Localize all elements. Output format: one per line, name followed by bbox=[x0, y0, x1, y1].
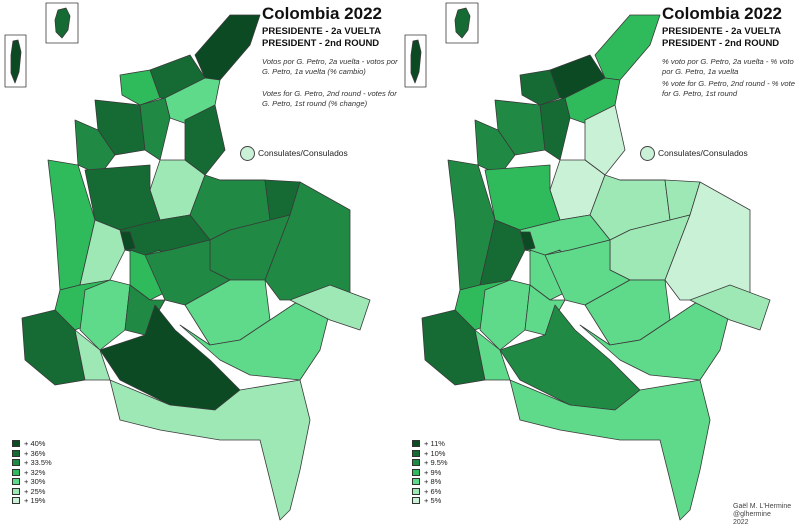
legend-item: + 36% bbox=[12, 449, 52, 459]
legend-label: + 33.5% bbox=[24, 458, 52, 468]
map-subtitle-spanish: PRESIDENTE - 2a VUELTA bbox=[262, 26, 381, 37]
legend-item: + 8% bbox=[412, 477, 448, 487]
legend-label: + 11% bbox=[424, 439, 445, 449]
legend-item: + 5% bbox=[412, 496, 448, 506]
legend-swatch bbox=[412, 468, 420, 476]
author-name: Gaël M. L'Hermine bbox=[733, 503, 792, 510]
consulates-label: Consulates/Consulados bbox=[258, 147, 348, 158]
map-title: Colombia 2022 bbox=[662, 4, 782, 23]
consulates-label: Consulates/Consulados bbox=[658, 147, 748, 158]
map-panel-change-in-percentage: Colombia 2022 PRESIDENTE - 2a VUELTA PRE… bbox=[400, 0, 800, 529]
legend-item: + 32% bbox=[12, 468, 52, 478]
legend-label: + 30% bbox=[24, 477, 46, 487]
color-legend: + 11% + 10% + 9.5% + 9% + 8% + 6% + 5% bbox=[412, 439, 448, 506]
department-meta bbox=[144, 239, 231, 306]
department-cordoba bbox=[74, 119, 116, 176]
legend-item: + 9.5% bbox=[412, 458, 448, 468]
department-vichada bbox=[664, 181, 751, 301]
legend-label: + 9% bbox=[424, 467, 442, 477]
legend-label: + 32% bbox=[24, 467, 46, 477]
department-providencia bbox=[410, 39, 422, 84]
legend-item: + 11% bbox=[412, 439, 448, 449]
legend-swatch bbox=[12, 459, 20, 467]
department-meta bbox=[544, 239, 631, 306]
map-subtitle-english: PRESIDENT - 2nd ROUND bbox=[262, 38, 380, 49]
legend-swatch bbox=[412, 449, 420, 457]
map-description-spanish: % voto por G. Petro, 2a vuelta - % voto … bbox=[662, 57, 794, 76]
legend-label: + 5% bbox=[424, 496, 442, 506]
legend-swatch bbox=[412, 478, 420, 486]
department-caqueta bbox=[499, 304, 641, 411]
department-sucre bbox=[139, 97, 171, 161]
department-san-andres bbox=[54, 7, 71, 39]
department-amazonas bbox=[109, 379, 311, 521]
credit-year: 2022 bbox=[733, 519, 749, 526]
legend-label: + 40% bbox=[24, 439, 46, 449]
legend-label: + 36% bbox=[24, 448, 46, 458]
legend-item: + 6% bbox=[412, 487, 448, 497]
legend-item: + 33.5% bbox=[12, 458, 52, 468]
map-description-english: Votes for G. Petro, 2nd round - votes fo… bbox=[262, 89, 397, 108]
color-legend: + 40% + 36% + 33.5% + 32% + 30% + 25% + 19% bbox=[12, 439, 52, 506]
map-subtitle-spanish: PRESIDENTE - 2a VUELTA bbox=[662, 26, 781, 37]
author-handle: @glhermine bbox=[733, 511, 771, 518]
legend-item: + 40% bbox=[12, 439, 52, 449]
department-san-andres bbox=[454, 7, 471, 39]
legend-swatch bbox=[12, 487, 20, 495]
legend-swatch bbox=[12, 449, 20, 457]
legend-label: + 10% bbox=[424, 448, 446, 458]
map-panel-change-in-votes: Colombia 2022 PRESIDENTE - 2a VUELTA PRE… bbox=[4, 2, 398, 521]
consulates-legend: Consulates/Consulados bbox=[640, 146, 748, 161]
department-vichada bbox=[264, 181, 351, 301]
consulates-circle-icon bbox=[640, 146, 655, 161]
legend-swatch bbox=[412, 497, 420, 505]
legend-swatch bbox=[12, 478, 20, 486]
legend-swatch bbox=[12, 497, 20, 505]
department-norte-de-santander bbox=[584, 104, 626, 176]
department-sucre bbox=[539, 97, 571, 161]
department-guainia bbox=[289, 284, 371, 331]
map-title: Colombia 2022 bbox=[262, 4, 382, 23]
legend-label: + 19% bbox=[24, 496, 46, 506]
legend-label: + 6% bbox=[424, 486, 442, 496]
department-la-guajira bbox=[594, 14, 661, 81]
author-credit: Gaël M. L'Hermine @glhermine 2022 bbox=[733, 503, 791, 527]
department-norte-de-santander bbox=[184, 104, 226, 176]
department-bolivar bbox=[494, 99, 546, 156]
department-cordoba bbox=[474, 119, 516, 176]
legend-swatch bbox=[412, 459, 420, 467]
legend-label: + 25% bbox=[24, 486, 46, 496]
legend-swatch bbox=[412, 440, 420, 448]
legend-item: + 10% bbox=[412, 449, 448, 459]
legend-item: + 30% bbox=[12, 477, 52, 487]
legend-item: + 9% bbox=[412, 468, 448, 478]
consulates-legend: Consulates/Consulados bbox=[240, 146, 348, 161]
colombia-map-left bbox=[4, 2, 371, 521]
department-bolivar bbox=[94, 99, 146, 156]
department-amazonas bbox=[509, 379, 711, 521]
legend-swatch bbox=[412, 487, 420, 495]
legend-item: + 19% bbox=[12, 496, 52, 506]
map-subtitle-english: PRESIDENT - 2nd ROUND bbox=[662, 38, 780, 49]
department-providencia bbox=[10, 39, 22, 84]
consulates-circle-icon bbox=[240, 146, 255, 161]
department-caqueta bbox=[99, 304, 241, 411]
department-guainia bbox=[689, 284, 771, 331]
department-atlantico bbox=[519, 69, 561, 106]
department-atlantico bbox=[119, 69, 161, 106]
colombia-map-right bbox=[404, 2, 771, 521]
legend-label: + 9.5% bbox=[424, 458, 448, 468]
department-la-guajira bbox=[194, 14, 261, 81]
legend-swatch bbox=[12, 440, 20, 448]
map-description-english: % vote for G. Petro, 2nd round - % vote … bbox=[662, 79, 795, 98]
legend-item: + 25% bbox=[12, 487, 52, 497]
legend-swatch bbox=[12, 468, 20, 476]
map-description-spanish: Votos por G. Petro, 2a vuelta - votos po… bbox=[262, 57, 398, 76]
legend-label: + 8% bbox=[424, 477, 442, 487]
